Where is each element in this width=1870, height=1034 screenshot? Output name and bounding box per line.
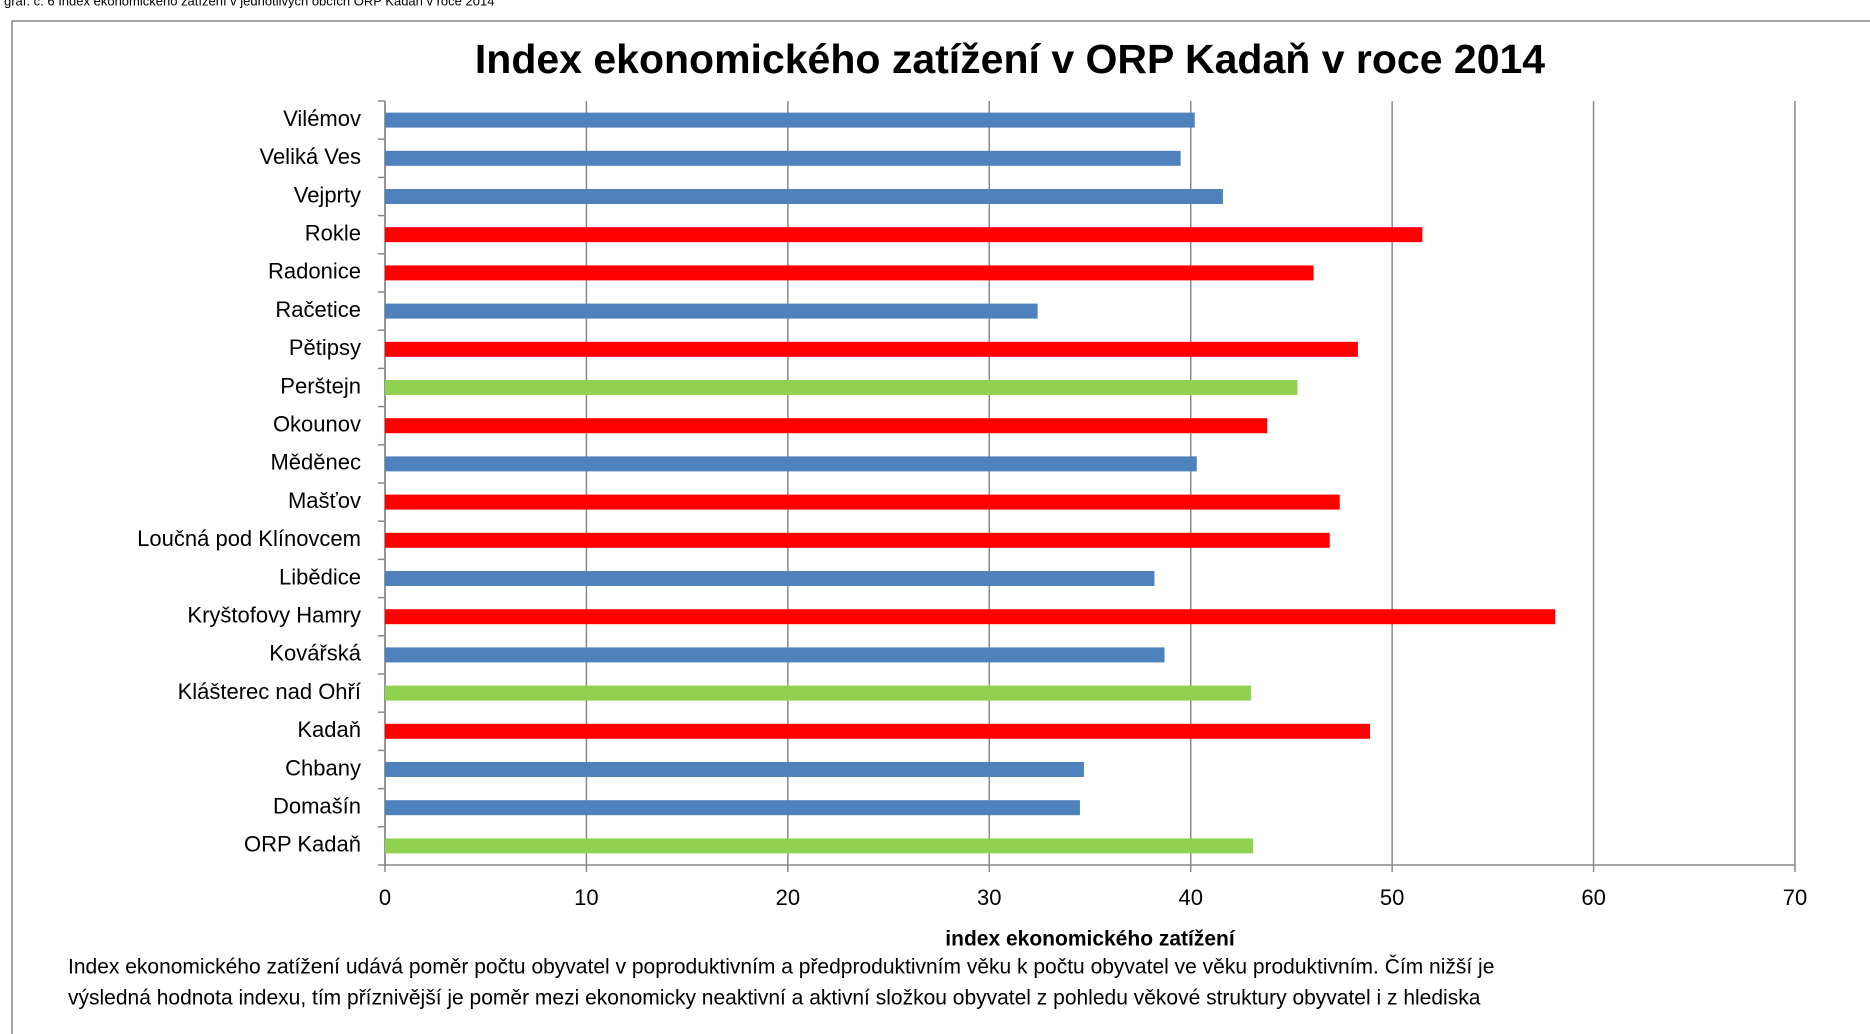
- y-tick-label: Klášterec nad Ohří: [178, 679, 361, 704]
- x-tick-label: 40: [1178, 885, 1202, 910]
- y-tick-label: Radonice: [268, 259, 361, 284]
- y-tick-label: Pětipsy: [289, 335, 361, 360]
- y-tick-label: Kryštofovy Hamry: [187, 603, 361, 628]
- bar: [385, 227, 1423, 243]
- chart-border: [11, 20, 1870, 1034]
- note-line: výsledná hodnota indexu, tím příznivější…: [68, 987, 1481, 1010]
- y-tick-label: Rokle: [305, 221, 361, 246]
- y-tick-label: Mašťov: [288, 488, 361, 513]
- bar: [385, 189, 1223, 204]
- bar: [385, 265, 1314, 281]
- x-tick-label: 10: [574, 885, 598, 910]
- x-tick-label: 50: [1380, 885, 1404, 910]
- y-tick-label: ORP Kadaň: [244, 832, 361, 857]
- bar: [385, 762, 1084, 777]
- y-tick-label: Kadaň: [297, 717, 361, 742]
- bar: [385, 647, 1165, 663]
- x-axis-title: index ekonomického zatížení: [945, 928, 1236, 951]
- x-tick-label: 0: [379, 885, 391, 910]
- bar: [385, 112, 1195, 128]
- x-tick-label: 70: [1783, 885, 1807, 910]
- x-tick-label: 60: [1581, 885, 1605, 910]
- bar: [385, 341, 1358, 357]
- x-tick-label: 20: [776, 885, 800, 910]
- bar: [385, 685, 1252, 701]
- y-tick-label: Okounov: [273, 412, 361, 437]
- bar: [385, 418, 1268, 434]
- bar: [385, 150, 1181, 166]
- bar: [385, 609, 1556, 625]
- bar: [385, 571, 1155, 586]
- y-tick-label: Vejprty: [294, 182, 361, 207]
- y-tick-label: Veliká Ves: [259, 144, 361, 169]
- bar: [385, 723, 1370, 739]
- y-tick-label: Domašín: [273, 794, 361, 819]
- bar: [385, 303, 1038, 319]
- bar: [385, 494, 1340, 510]
- bar: [385, 800, 1080, 816]
- y-tick-label: Račetice: [275, 297, 361, 322]
- y-tick-label: Kovářská: [269, 641, 361, 666]
- bar: [385, 456, 1197, 472]
- y-tick-label: Vilémov: [283, 106, 361, 131]
- y-tick-label: Měděnec: [270, 450, 361, 475]
- y-tick-label: Libědice: [279, 564, 361, 589]
- y-tick-label: Chbany: [285, 755, 361, 780]
- caption: graf. č. 6 Index ekonomického zatížení v…: [4, 0, 494, 8]
- bar: [385, 838, 1254, 854]
- bar: [385, 532, 1330, 548]
- note-line: Index ekonomického zatížení udává poměr …: [68, 956, 1494, 979]
- x-tick-label: 30: [977, 885, 1001, 910]
- y-tick-label: Loučná pod Klínovcem: [137, 526, 361, 551]
- y-tick-label: Perštejn: [280, 373, 361, 398]
- bar: [385, 380, 1298, 395]
- chart-title: Index ekonomického zatížení v ORP Kadaň …: [475, 36, 1545, 82]
